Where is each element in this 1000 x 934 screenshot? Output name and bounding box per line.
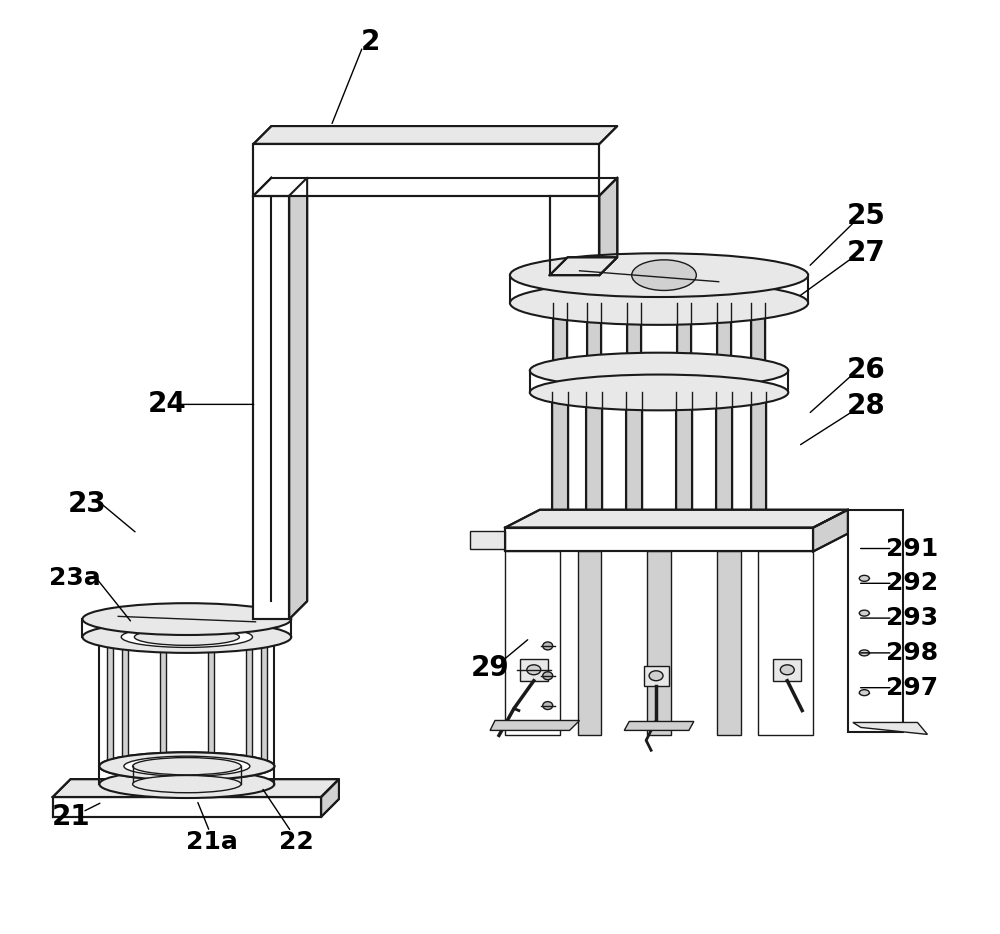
Polygon shape bbox=[644, 666, 669, 686]
Text: 2: 2 bbox=[361, 27, 380, 55]
Text: 23: 23 bbox=[68, 489, 107, 517]
Polygon shape bbox=[751, 392, 766, 528]
Text: 24: 24 bbox=[148, 390, 186, 418]
Polygon shape bbox=[122, 639, 128, 764]
Polygon shape bbox=[321, 779, 339, 817]
Text: 29: 29 bbox=[471, 654, 509, 682]
Ellipse shape bbox=[859, 575, 869, 581]
Polygon shape bbox=[505, 510, 848, 528]
Ellipse shape bbox=[99, 752, 274, 780]
Text: 22: 22 bbox=[279, 829, 314, 854]
Polygon shape bbox=[773, 658, 801, 681]
Polygon shape bbox=[599, 177, 617, 276]
Polygon shape bbox=[624, 721, 694, 730]
Ellipse shape bbox=[859, 650, 869, 656]
Text: 27: 27 bbox=[846, 239, 885, 267]
Ellipse shape bbox=[134, 629, 239, 645]
Polygon shape bbox=[758, 551, 813, 735]
Text: 28: 28 bbox=[846, 392, 885, 420]
Polygon shape bbox=[848, 510, 903, 732]
Polygon shape bbox=[470, 531, 505, 548]
Ellipse shape bbox=[99, 623, 274, 651]
Ellipse shape bbox=[780, 665, 794, 674]
Text: 26: 26 bbox=[846, 356, 885, 384]
Polygon shape bbox=[587, 303, 601, 371]
Polygon shape bbox=[716, 392, 732, 528]
Text: 291: 291 bbox=[886, 536, 939, 560]
Ellipse shape bbox=[510, 281, 808, 325]
Polygon shape bbox=[626, 392, 642, 528]
Ellipse shape bbox=[543, 642, 553, 650]
Ellipse shape bbox=[632, 260, 696, 290]
Polygon shape bbox=[676, 392, 692, 528]
Ellipse shape bbox=[530, 353, 788, 389]
Polygon shape bbox=[673, 528, 695, 535]
Polygon shape bbox=[253, 195, 289, 619]
Text: 21: 21 bbox=[51, 803, 90, 831]
Polygon shape bbox=[578, 551, 601, 735]
Polygon shape bbox=[748, 528, 769, 535]
Ellipse shape bbox=[530, 375, 788, 410]
Ellipse shape bbox=[82, 621, 291, 653]
Polygon shape bbox=[520, 658, 548, 681]
Polygon shape bbox=[813, 510, 848, 551]
Ellipse shape bbox=[649, 671, 663, 681]
Polygon shape bbox=[552, 392, 568, 528]
Polygon shape bbox=[717, 303, 731, 371]
Ellipse shape bbox=[859, 689, 869, 696]
Polygon shape bbox=[677, 303, 691, 371]
Polygon shape bbox=[208, 639, 214, 764]
Polygon shape bbox=[505, 528, 813, 551]
Polygon shape bbox=[751, 303, 765, 371]
Text: 297: 297 bbox=[886, 675, 939, 700]
Ellipse shape bbox=[99, 771, 274, 798]
Polygon shape bbox=[550, 257, 617, 276]
Polygon shape bbox=[246, 639, 252, 764]
Polygon shape bbox=[107, 639, 113, 764]
Polygon shape bbox=[647, 551, 671, 735]
Polygon shape bbox=[160, 639, 166, 764]
Ellipse shape bbox=[543, 701, 553, 710]
Polygon shape bbox=[550, 195, 599, 276]
Polygon shape bbox=[253, 144, 599, 195]
Polygon shape bbox=[553, 303, 567, 371]
Polygon shape bbox=[253, 126, 617, 144]
Text: 21a: 21a bbox=[186, 829, 238, 854]
Polygon shape bbox=[713, 528, 735, 535]
Ellipse shape bbox=[510, 253, 808, 297]
Ellipse shape bbox=[133, 757, 241, 775]
Polygon shape bbox=[586, 392, 602, 528]
Polygon shape bbox=[289, 177, 307, 619]
Polygon shape bbox=[717, 551, 741, 735]
Polygon shape bbox=[490, 720, 580, 730]
Polygon shape bbox=[853, 723, 927, 734]
Text: 25: 25 bbox=[846, 202, 885, 230]
Text: 23a: 23a bbox=[49, 566, 100, 590]
Ellipse shape bbox=[82, 603, 291, 635]
Ellipse shape bbox=[121, 627, 252, 647]
Polygon shape bbox=[505, 551, 560, 735]
Polygon shape bbox=[627, 303, 641, 371]
Ellipse shape bbox=[99, 752, 274, 780]
Ellipse shape bbox=[133, 775, 241, 793]
Polygon shape bbox=[549, 528, 571, 535]
Text: 298: 298 bbox=[886, 641, 939, 665]
Ellipse shape bbox=[527, 665, 541, 674]
Polygon shape bbox=[623, 528, 645, 535]
Text: 293: 293 bbox=[886, 606, 939, 630]
Ellipse shape bbox=[124, 757, 250, 776]
Ellipse shape bbox=[859, 610, 869, 616]
Polygon shape bbox=[53, 797, 321, 817]
Text: 292: 292 bbox=[886, 572, 939, 595]
Polygon shape bbox=[261, 639, 267, 764]
Ellipse shape bbox=[543, 672, 553, 680]
Polygon shape bbox=[53, 779, 339, 797]
Polygon shape bbox=[584, 528, 605, 535]
